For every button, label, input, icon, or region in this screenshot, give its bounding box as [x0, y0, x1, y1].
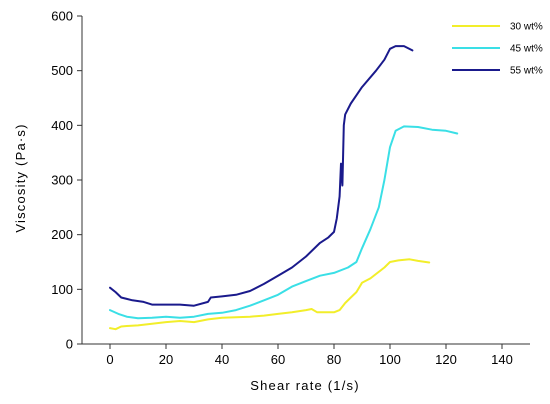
- y-tick-label: 600: [51, 9, 73, 24]
- y-tick-label: 300: [51, 173, 73, 188]
- x-tick-label: 120: [435, 352, 457, 367]
- x-tick-label: 140: [491, 352, 513, 367]
- legend-label: 30 wt%: [510, 22, 543, 33]
- series-line-55-wt: [109, 45, 414, 307]
- x-tick-label: 60: [271, 352, 285, 367]
- y-tick-label: 500: [51, 63, 73, 78]
- y-tick-label: 0: [66, 337, 73, 352]
- legend-label: 55 wt%: [510, 66, 543, 77]
- y-axis-title: Viscosity (Pa·s): [13, 123, 28, 232]
- x-ticks: 0 20 40 60 80 100 120 140: [106, 344, 513, 367]
- legend: 30 wt% 45 wt% 55 wt%: [452, 22, 543, 77]
- x-tick-label: 80: [327, 352, 341, 367]
- x-tick-label: 20: [159, 352, 173, 367]
- series-line-30-wt: [109, 258, 431, 331]
- series-layer: [109, 45, 459, 331]
- series-line-45-wt: [109, 125, 459, 320]
- x-tick-label: 40: [215, 352, 229, 367]
- y-ticks: 0 100 200 300 400 500 600: [51, 9, 82, 352]
- y-tick-label: 400: [51, 118, 73, 133]
- y-tick-label: 200: [51, 227, 73, 242]
- x-axis-title: Shear rate (1/s): [250, 378, 360, 393]
- x-tick-label: 100: [379, 352, 401, 367]
- x-tick-label: 0: [106, 352, 113, 367]
- y-tick-label: 100: [51, 282, 73, 297]
- legend-label: 45 wt%: [510, 44, 543, 55]
